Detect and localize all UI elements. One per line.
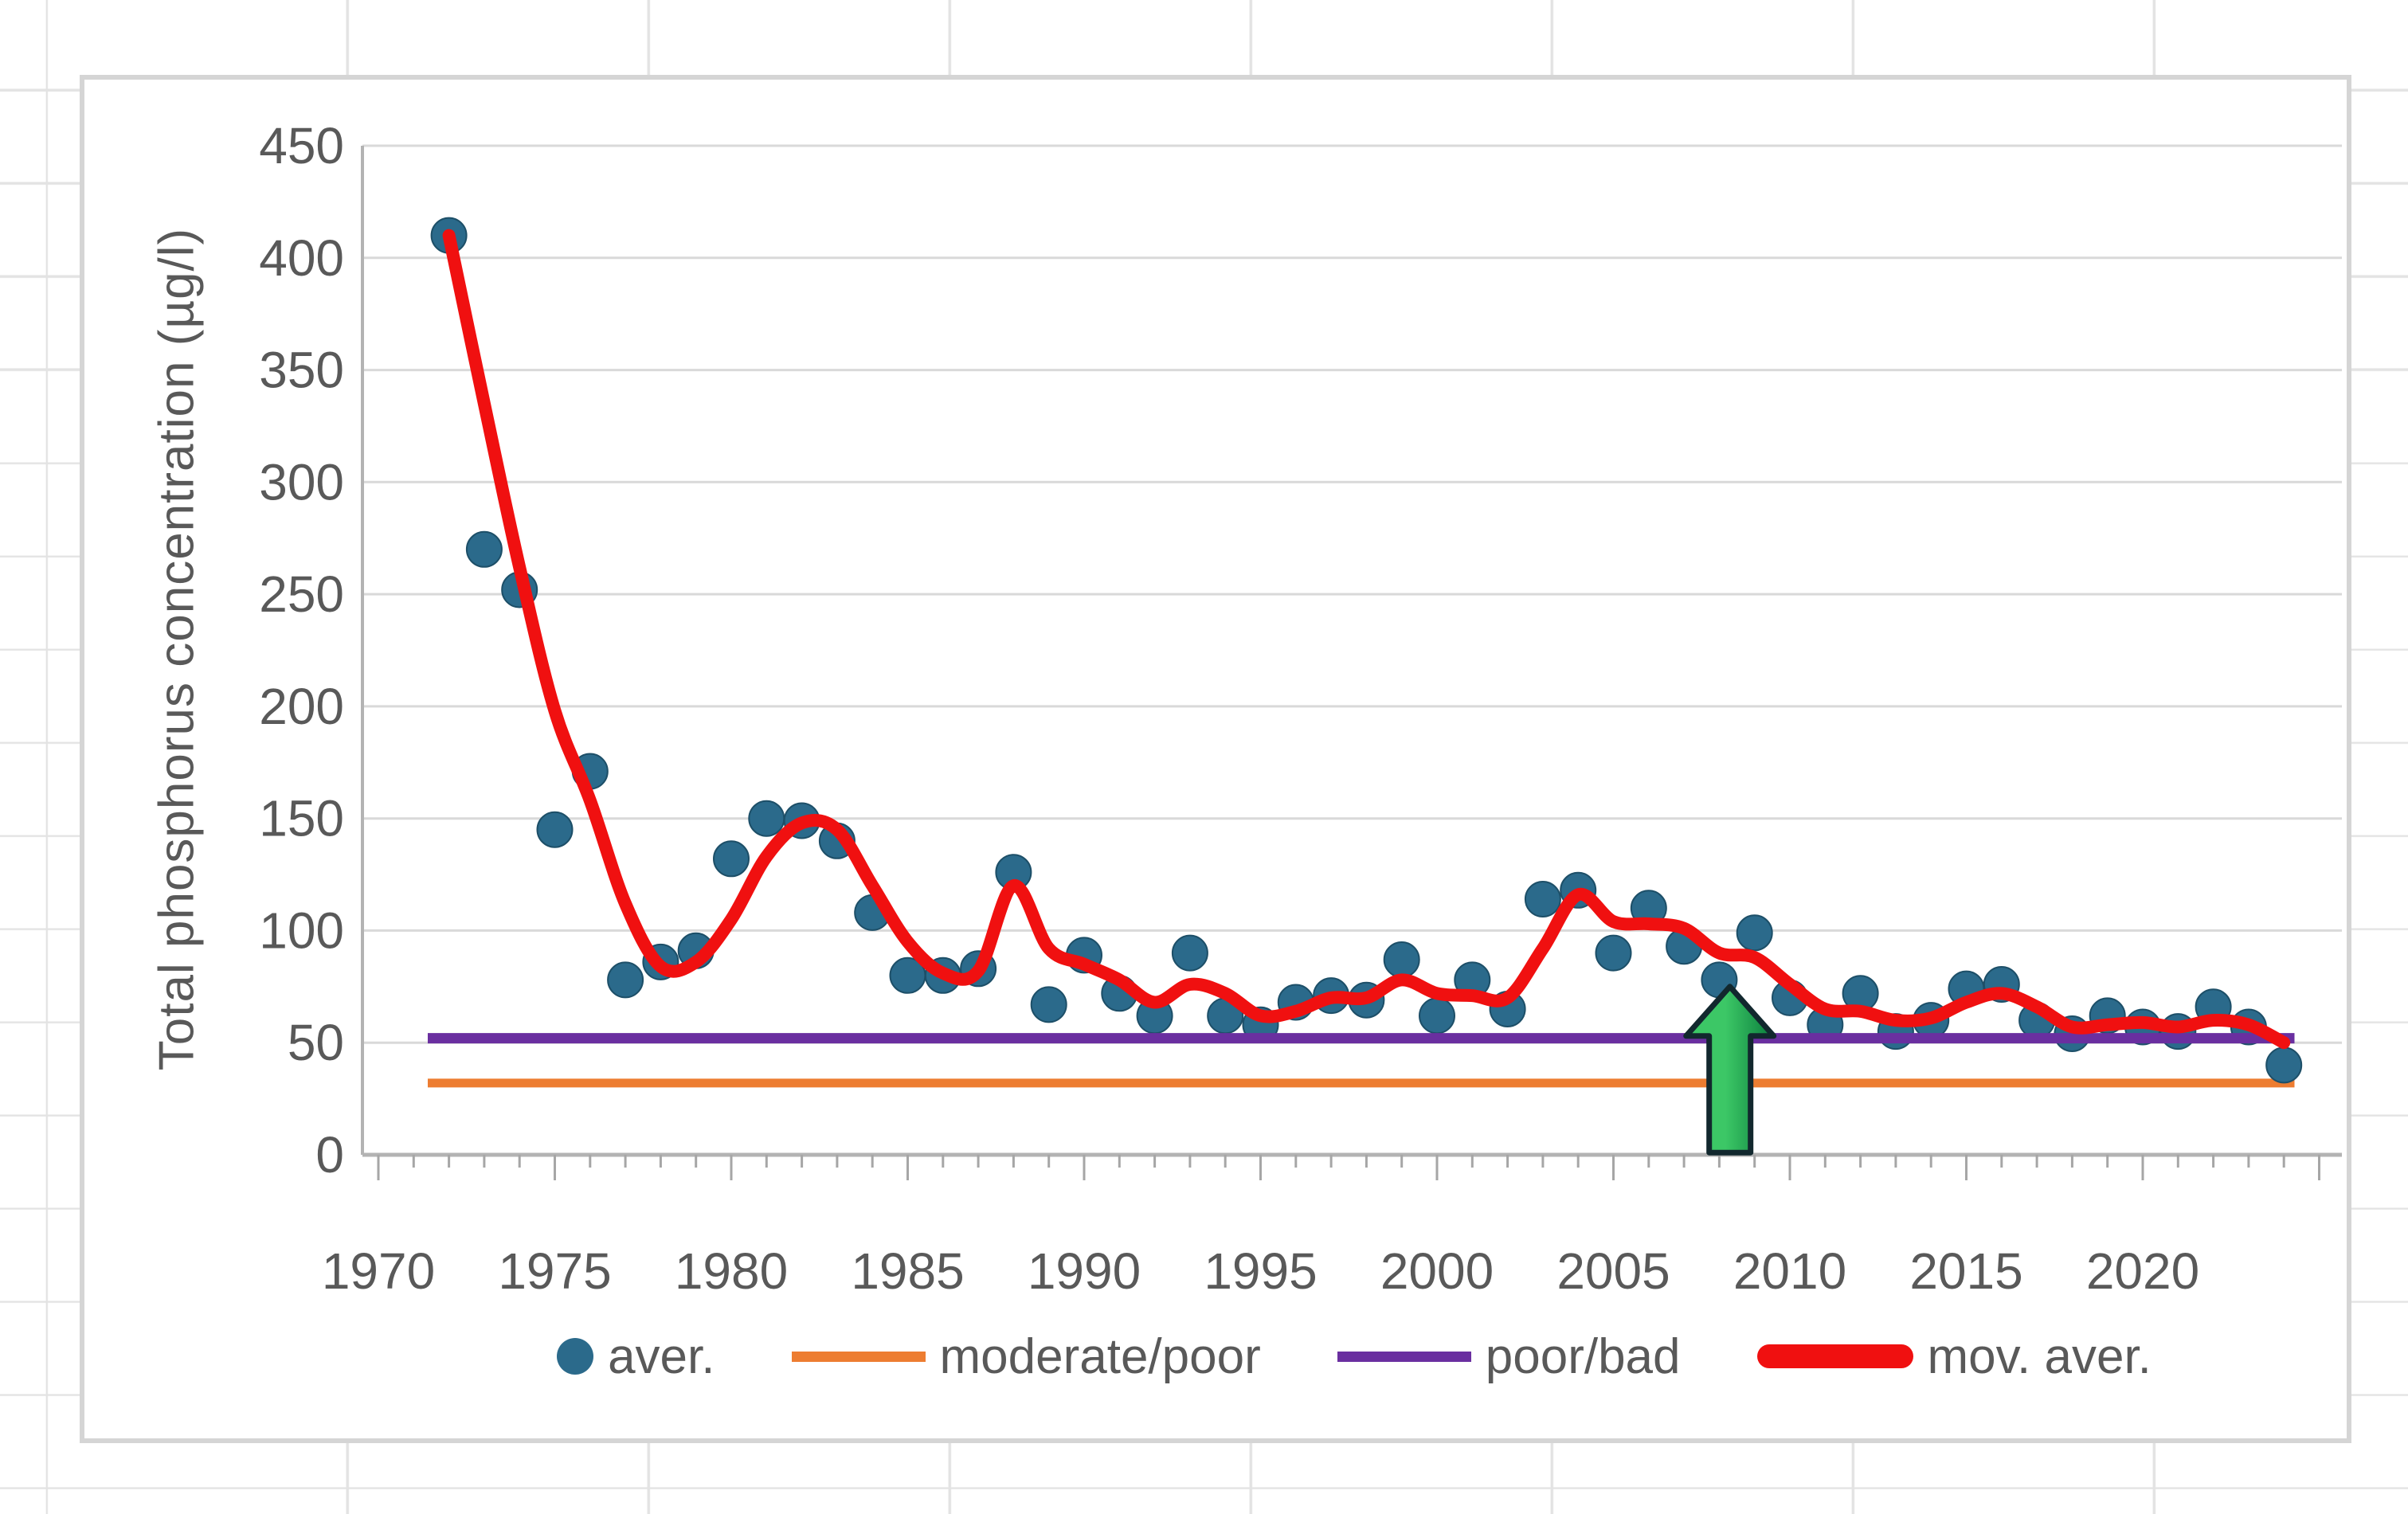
y-tick-label: 250 bbox=[259, 565, 344, 623]
legend-item-poor-bad: poor/bad bbox=[1337, 1328, 1681, 1385]
y-tick-label: 400 bbox=[259, 229, 344, 287]
legend-item-mov-aver: mov. aver. bbox=[1756, 1328, 2152, 1385]
y-tick-label: 200 bbox=[259, 678, 344, 735]
red-line-swatch-icon bbox=[1756, 1344, 1913, 1368]
y-tick-label: 150 bbox=[259, 790, 344, 847]
chart-legend: aver. moderate/poor poor/bad mov. aver. bbox=[362, 1313, 2346, 1400]
x-tick-label: 2000 bbox=[1380, 1242, 1494, 1300]
x-tick-label: 1985 bbox=[851, 1242, 964, 1300]
x-tick-label: 2010 bbox=[1733, 1242, 1846, 1300]
x-tick-label: 1980 bbox=[675, 1242, 788, 1300]
mov-aver-line bbox=[442, 229, 2291, 1050]
legend-label: mov. aver. bbox=[1927, 1328, 2152, 1384]
legend-item-moderate-poor: moderate/poor bbox=[791, 1328, 1261, 1385]
y-tick-label: 350 bbox=[259, 342, 344, 399]
x-tick-label: 2015 bbox=[1909, 1242, 2022, 1300]
y-tick-label: 0 bbox=[315, 1126, 344, 1183]
orange-line-swatch-icon bbox=[791, 1351, 926, 1362]
y-tick-label: 450 bbox=[259, 117, 344, 174]
x-tick-label: 1995 bbox=[1204, 1242, 1317, 1300]
legend-label: moderate/poor bbox=[939, 1328, 1261, 1384]
x-tick-label: 1990 bbox=[1028, 1242, 1141, 1300]
axis-tick-labels: 0 50 100 150 200 250 300 350 400 450 1970 1975 1980 1… bbox=[259, 117, 2199, 1300]
scatter-marker-icon bbox=[557, 1338, 594, 1375]
x-tick-label: 1975 bbox=[498, 1242, 611, 1300]
gridlines bbox=[362, 144, 2342, 1044]
y-tick-label: 100 bbox=[259, 902, 344, 959]
purple-line-swatch-icon bbox=[1337, 1351, 1471, 1362]
x-tick-label: 1970 bbox=[322, 1242, 435, 1300]
x-tick-label: 2005 bbox=[1556, 1242, 1670, 1300]
y-tick-label: 50 bbox=[288, 1014, 344, 1071]
x-tick-label: 2020 bbox=[2086, 1242, 2199, 1300]
legend-label: aver. bbox=[608, 1328, 715, 1384]
y-axis-title: Total phosphorus concentration (µg/l) bbox=[149, 227, 205, 1071]
green-up-arrow-icon bbox=[1683, 984, 1777, 1156]
legend-item-aver: aver. bbox=[557, 1328, 715, 1385]
legend-label: poor/bad bbox=[1485, 1328, 1681, 1384]
axes bbox=[361, 146, 2342, 1180]
y-tick-label: 300 bbox=[259, 453, 344, 511]
